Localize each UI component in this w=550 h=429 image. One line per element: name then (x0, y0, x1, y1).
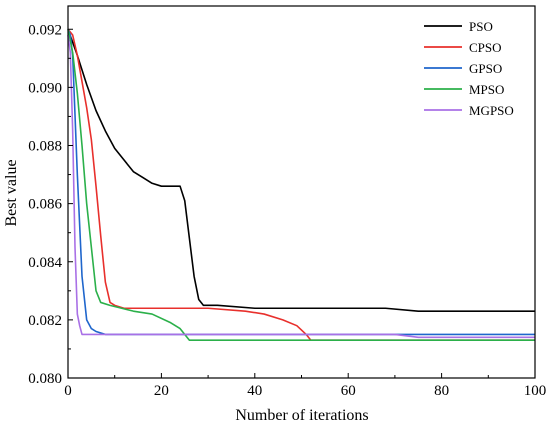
y-tick-label: 0.086 (28, 197, 62, 213)
y-tick-label: 0.082 (28, 313, 62, 329)
plot-area (67, 28, 535, 342)
legend-label-cpso: CPSO (469, 40, 502, 55)
x-tick-label: 40 (247, 383, 262, 399)
y-tick-label: 0.090 (28, 80, 62, 96)
axes: 0 20 40 60 80 100 0.080 0.082 0.084 0.086 0.088 0.0… (28, 5, 547, 399)
x-tick-label: 100 (524, 383, 547, 399)
y-axis-title: Best value (3, 159, 20, 226)
y-tick-label: 0.092 (28, 22, 62, 38)
series-line-cpso (67, 28, 535, 342)
x-tick-label: 60 (341, 383, 356, 399)
x-axis-title: Number of iterations (235, 407, 368, 424)
series-line-mgpso (67, 34, 535, 339)
series-line-gpso (67, 28, 535, 336)
x-tick-label: 0 (64, 383, 72, 399)
legend-label-mpso: MPSO (469, 82, 504, 97)
legend-label-mgpso: MGPSO (469, 103, 514, 118)
legend-label-gpso: GPSO (469, 61, 502, 76)
y-tick-label: 0.088 (28, 139, 62, 155)
plot-frame (67, 5, 536, 379)
x-tick-label: 20 (154, 383, 169, 399)
series-line-mpso (67, 29, 535, 342)
legend-label-pso: PSO (469, 19, 493, 34)
y-tick-label: 0.084 (28, 255, 62, 271)
series-line-pso (67, 28, 535, 312)
legend: PSO CPSO GPSO MPSO MGPSO (424, 19, 514, 118)
y-tick-label: 0.080 (28, 371, 62, 387)
x-tick-label: 80 (434, 383, 449, 399)
